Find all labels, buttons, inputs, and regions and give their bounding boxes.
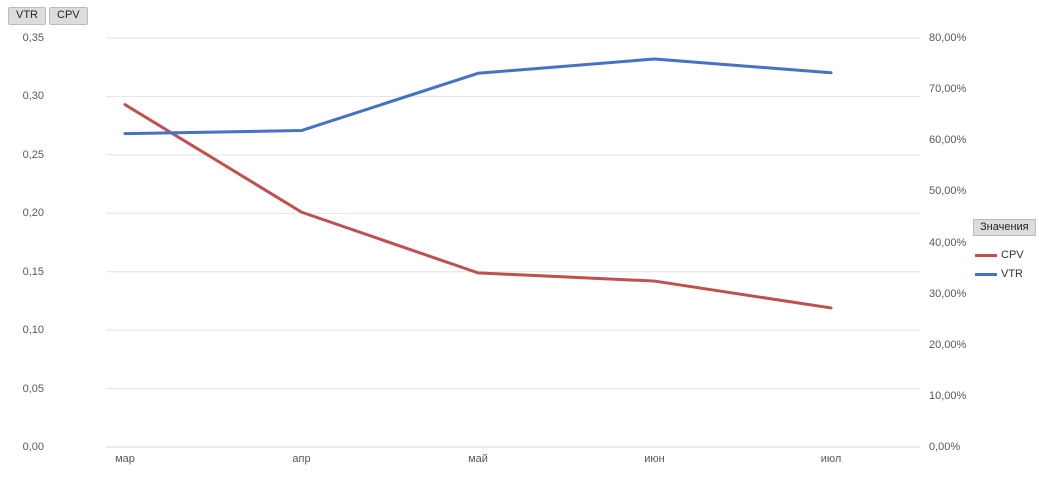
legend-swatch-icon	[975, 272, 997, 276]
field-button-vtr[interactable]: VTR	[8, 7, 46, 25]
pivot-field-buttons: VTR CPV	[8, 7, 88, 25]
y-right-tick-label: 70,00%	[929, 83, 967, 96]
legend-entries: CPV VTR	[973, 249, 1036, 280]
y-right-tick-label: 60,00%	[929, 134, 967, 147]
vtr-series-line[interactable]	[123, 57, 833, 136]
x-tick-label: апр	[292, 453, 311, 465]
field-button-cpv[interactable]: CPV	[49, 7, 88, 25]
y-right-tick-label: 0,00%	[929, 441, 961, 453]
x-tick-label: июл	[820, 453, 842, 465]
legend-title-button[interactable]: Значения	[973, 219, 1036, 236]
x-tick-label: июн	[644, 453, 665, 465]
y-right-tick-label: 30,00%	[929, 287, 967, 300]
legend: Значения CPV VTR	[973, 219, 1036, 280]
y-left-tick-label: 0,35	[22, 32, 44, 44]
y-left-tick-label: 0,15	[22, 265, 44, 278]
legend-label: VTR	[1001, 268, 1023, 280]
x-tick-label: май	[468, 453, 488, 465]
y-left-tick-label: 0,30	[22, 90, 44, 103]
legend-entry-cpv[interactable]: CPV	[975, 249, 1036, 261]
y-right-tick-label: 10,00%	[929, 389, 967, 402]
y-left-tick-label: 0,20	[22, 207, 44, 220]
legend-swatch-icon	[975, 253, 997, 257]
y-right-tick-label: 40,00%	[929, 236, 967, 249]
y-right-tick-label: 50,00%	[929, 185, 967, 198]
y-left-tick-label: 0,10	[22, 324, 44, 337]
x-tick-label: мар	[115, 453, 135, 465]
y-left-tick-label: 0,05	[22, 382, 44, 395]
legend-label: CPV	[1001, 249, 1024, 261]
y-left-tick-label: 0,25	[22, 148, 44, 161]
y-right-tick-label: 20,00%	[929, 338, 967, 351]
legend-entry-vtr[interactable]: VTR	[975, 268, 1036, 280]
y-left-tick-label: 0,00	[22, 441, 44, 453]
cpv-series-line[interactable]	[123, 103, 833, 310]
y-right-tick-label: 80,00%	[929, 32, 967, 44]
